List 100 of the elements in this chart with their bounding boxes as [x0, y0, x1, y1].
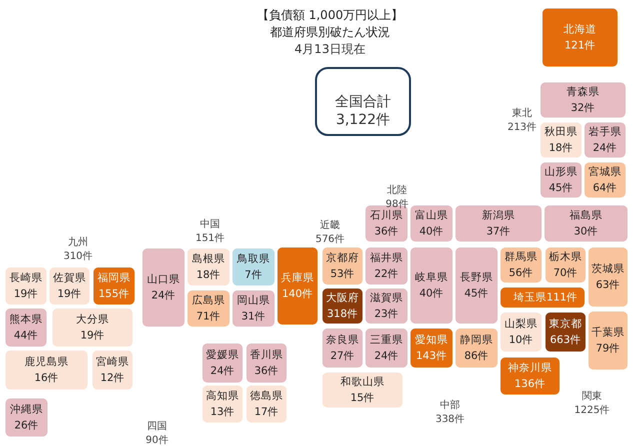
data-label: 45件 — [464, 288, 489, 300]
data-label: 10件 — [508, 334, 534, 346]
category-label: 三重県 — [370, 333, 403, 346]
data-label: 121件 — [564, 40, 596, 52]
category-label: 岡山県 — [237, 294, 270, 306]
text: 全国合計 3,122件 — [335, 94, 391, 128]
category-label: 鹿児島県 — [24, 355, 68, 368]
category-label: 奈良県 — [326, 333, 359, 346]
category-label: 鳥取県 — [236, 253, 270, 265]
category-label: 京都府 — [326, 251, 359, 264]
category-label: 新潟県 — [482, 208, 515, 222]
data-label: 30件 — [574, 226, 598, 238]
data-label: 71件 — [196, 310, 221, 322]
data-label: 27件 — [330, 350, 355, 362]
category-label: 長野県 — [460, 272, 493, 284]
category-label: 北海道 — [564, 22, 596, 36]
data-label: 79件 — [596, 342, 620, 354]
category-label: 山形県 — [544, 165, 578, 178]
text: 九州 310件 — [63, 236, 93, 262]
data-label: 663件 — [550, 334, 582, 346]
data-label: 32件 — [570, 102, 596, 114]
text: 四国 90件 — [146, 421, 168, 446]
text: 関東 1225件 — [574, 390, 610, 416]
category-label: 福島県 — [570, 208, 602, 222]
category-label: 高知県 — [206, 389, 239, 402]
category-label: 東京都 — [549, 317, 582, 330]
category-label: 長崎県 — [10, 271, 42, 284]
category-label: 熊本県 — [10, 312, 42, 326]
category-label: 福岡県 — [98, 271, 130, 284]
category-label: 広島県 — [192, 294, 225, 306]
category-label: 茨城県 — [592, 262, 624, 275]
category-label: 岩手県 — [588, 125, 622, 138]
data-label: 63件 — [596, 279, 620, 291]
data-label: 40件 — [419, 226, 444, 238]
data-label: 136件 — [514, 378, 546, 390]
data-label: 37件 — [486, 226, 511, 238]
data-label: 23件 — [374, 308, 399, 320]
category-label: 秋田県 — [544, 126, 578, 138]
category-label: 埼玉県 — [512, 292, 546, 304]
data-label: 24件 — [374, 350, 399, 362]
category-label: 愛知県 — [415, 333, 448, 346]
data-label: 111件 — [546, 292, 578, 304]
category-label: 栃木県 — [549, 250, 582, 263]
data-label: 40件 — [419, 288, 444, 300]
text: 都道府県別破たん状況 — [270, 25, 390, 39]
data-label: 143件 — [416, 350, 448, 362]
category-label: 佐賀県 — [53, 272, 86, 284]
data-label: 22件 — [374, 268, 399, 280]
text: 中国 151件 — [195, 218, 225, 244]
category-label: 大分県 — [76, 312, 109, 326]
category-label: 福井県 — [370, 251, 403, 264]
category-label: 岐阜県 — [415, 270, 448, 284]
data-label: 15件 — [350, 392, 375, 404]
text: 中部 338件 — [435, 399, 465, 425]
data-label: 18件 — [548, 142, 574, 154]
text: 【負債額 1,000万円以上】 — [256, 8, 404, 22]
data-label: 31件 — [241, 310, 266, 322]
category-label: 神奈川県 — [508, 361, 552, 374]
data-label: 86件 — [464, 350, 489, 362]
category-label: 山口県 — [147, 272, 180, 286]
category-label: 富山県 — [415, 208, 448, 222]
category-label: 徳島県 — [250, 389, 283, 402]
text: 近畿 576件 — [315, 219, 345, 245]
data-label: 19件 — [57, 288, 82, 300]
data-label: 53件 — [330, 268, 355, 280]
data-label: 24件 — [151, 290, 176, 302]
category-label: 香川県 — [250, 348, 283, 361]
data-label: 155件 — [98, 288, 130, 300]
data-label: 64件 — [592, 182, 618, 194]
data-label: 17件 — [254, 406, 279, 418]
data-label: 16件 — [34, 372, 59, 384]
data-label: 24件 — [592, 142, 618, 154]
data-label: 19件 — [80, 330, 105, 342]
data-label: 12件 — [100, 372, 125, 384]
category-label: 群馬県 — [504, 251, 538, 263]
text: 北陸 98件 — [386, 184, 408, 210]
category-label: 和歌山県 — [340, 375, 384, 388]
data-label: 36件 — [374, 226, 399, 238]
data-label: 45件 — [548, 182, 574, 194]
category-label: 兵庫県 — [281, 271, 314, 284]
data-label: 18件 — [196, 269, 221, 281]
text: 4月13日現在 — [294, 42, 366, 56]
category-label: 宮崎県 — [96, 355, 129, 368]
category-label: 石川県 — [370, 208, 403, 222]
category-label: 沖縄県 — [10, 402, 43, 416]
category-label: 宮城県 — [588, 165, 622, 178]
data-label: 24件 — [210, 365, 235, 377]
category-label: 島根県 — [192, 252, 225, 265]
category-label: 山梨県 — [504, 317, 538, 330]
data-label: 26件 — [14, 420, 39, 432]
category-label: 青森県 — [566, 85, 600, 98]
data-label: 44件 — [14, 330, 38, 342]
category-label: 大阪府 — [326, 291, 359, 304]
category-label: 愛媛県 — [206, 348, 239, 361]
category-label: 千葉県 — [592, 326, 624, 338]
category-label: 静岡県 — [460, 334, 493, 346]
data-label: 7件 — [244, 269, 262, 281]
data-label: 56件 — [508, 267, 534, 279]
data-label: 318件 — [326, 308, 358, 320]
data-label: 36件 — [254, 365, 279, 377]
